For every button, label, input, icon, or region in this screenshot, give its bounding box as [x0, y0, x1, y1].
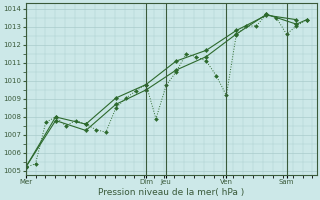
- X-axis label: Pression niveau de la mer( hPa ): Pression niveau de la mer( hPa ): [98, 188, 244, 197]
